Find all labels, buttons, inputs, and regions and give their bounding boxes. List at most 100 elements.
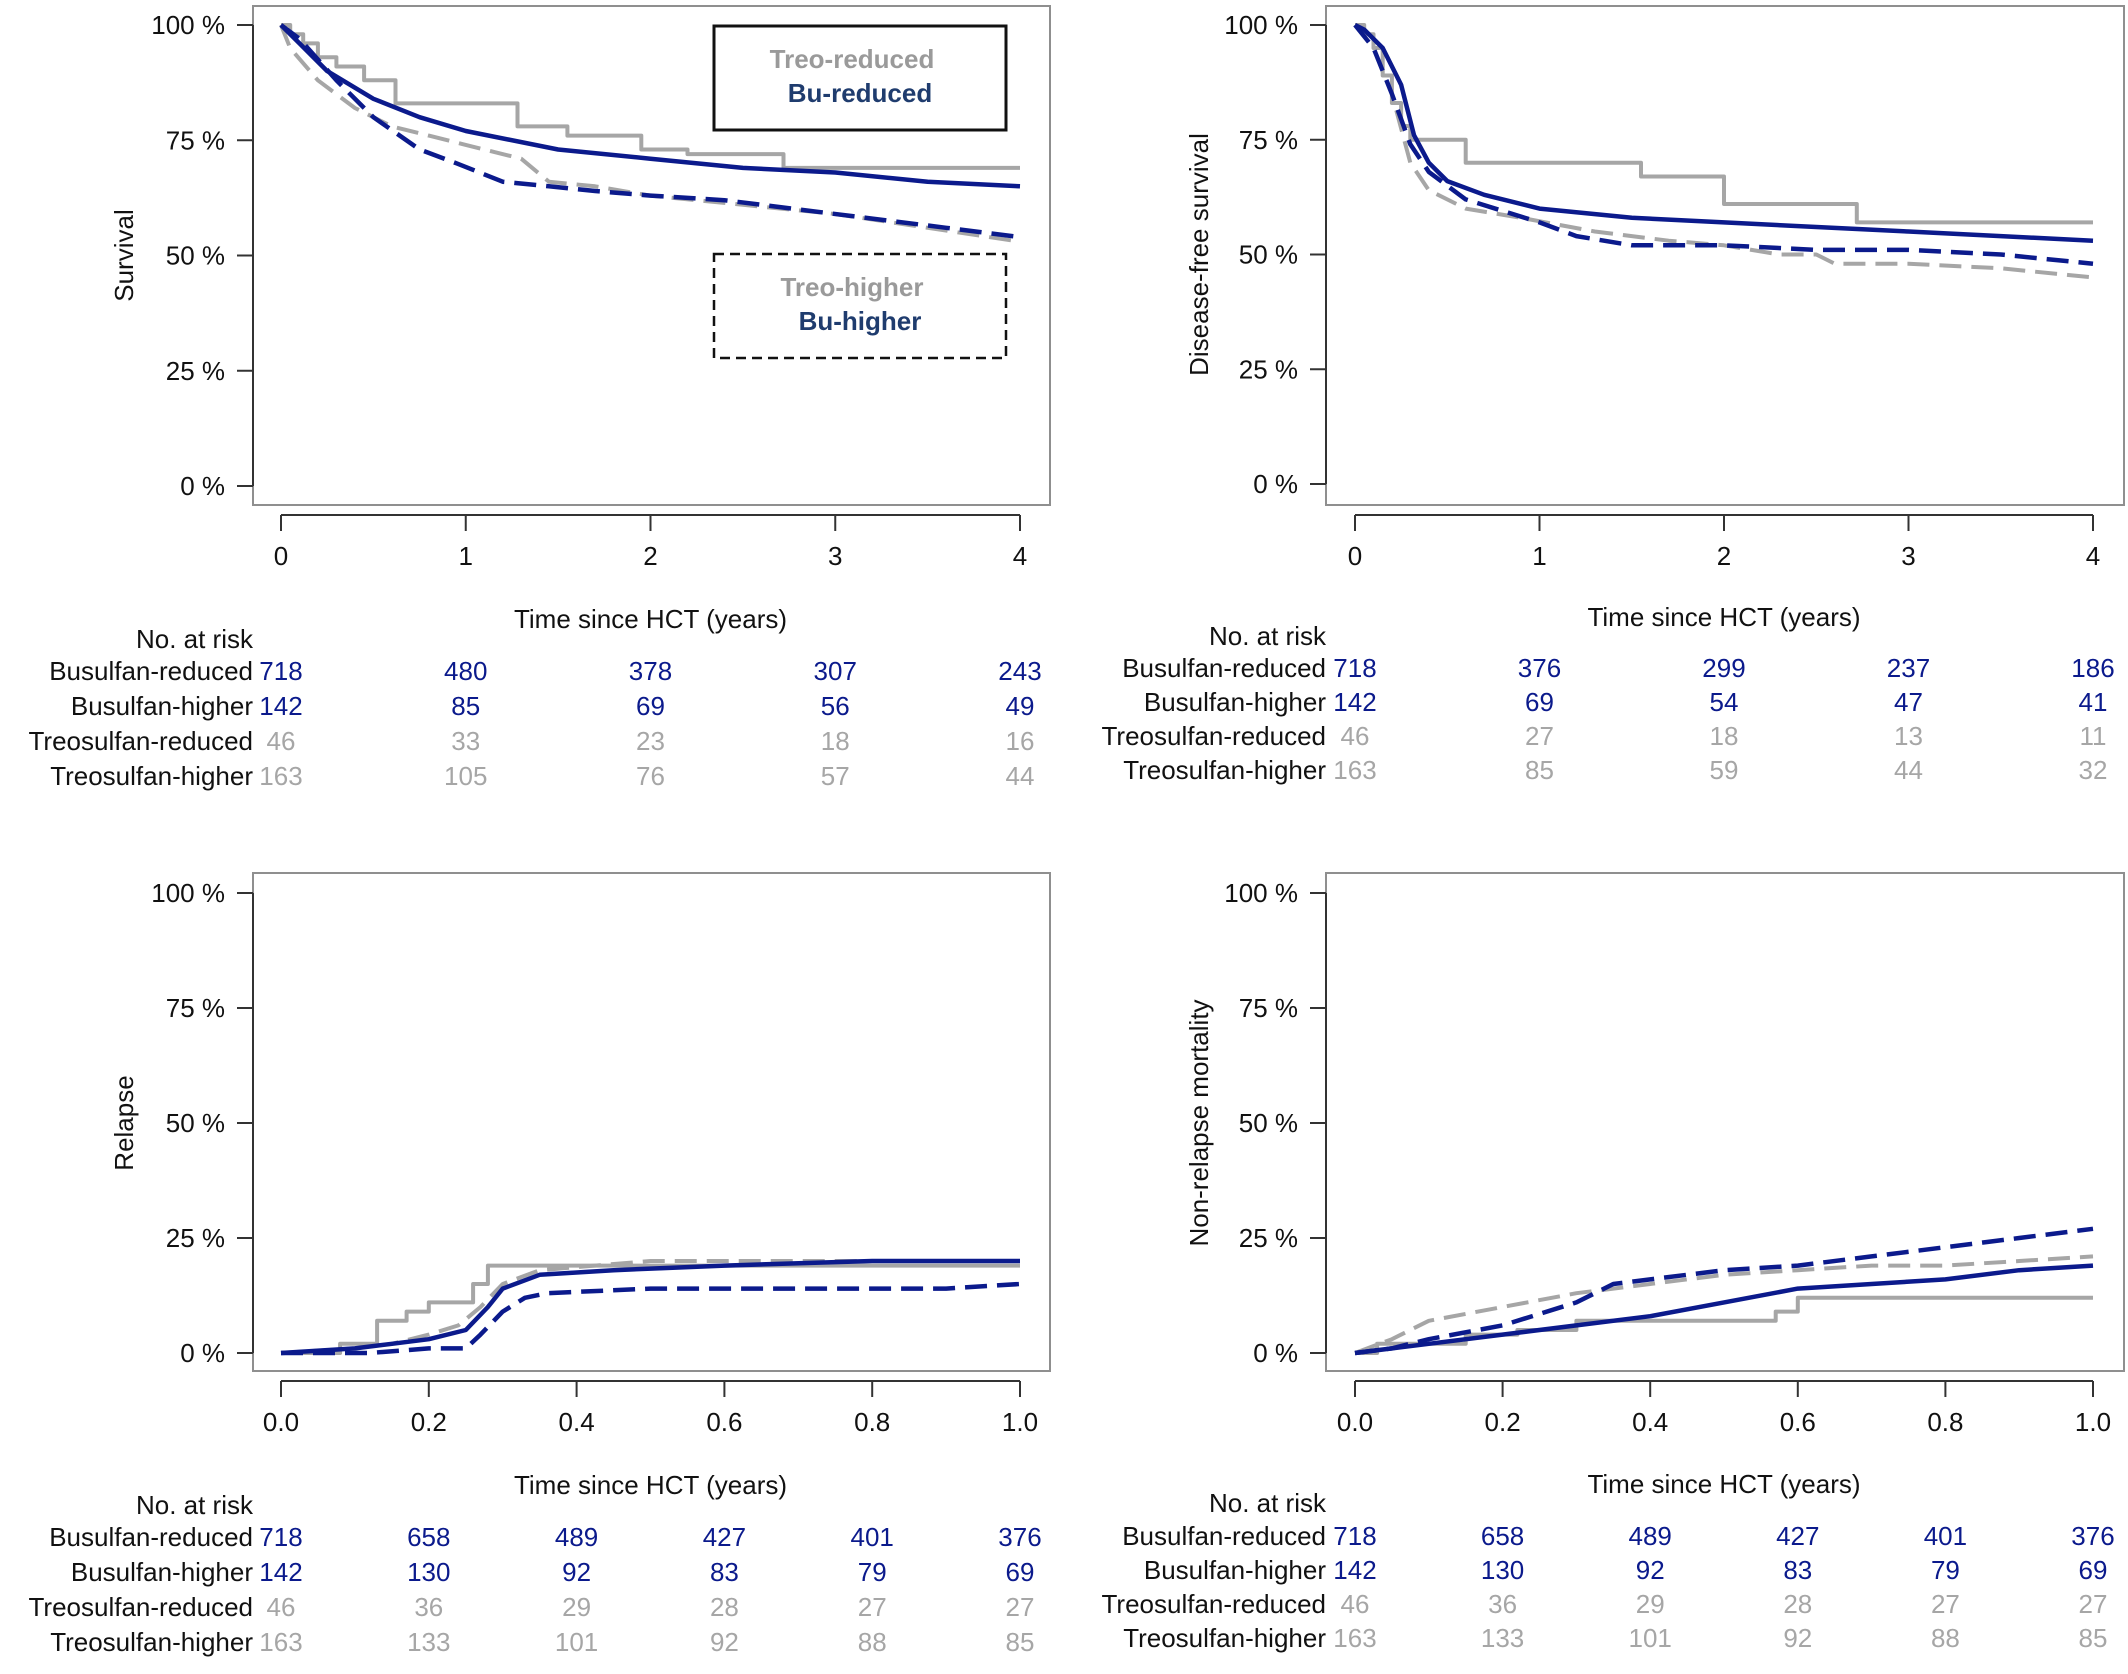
series-line-bu-reduced: [1353, 22, 2094, 243]
x-tick-label: 0.8: [854, 1407, 890, 1437]
at-risk-value: 489: [555, 1522, 598, 1552]
legend-box: [712, 252, 1008, 360]
at-risk-row-label: Busulfan-higher: [71, 1557, 253, 1587]
at-risk-value: 16: [1006, 726, 1035, 756]
at-risk-value: 46: [1341, 721, 1370, 751]
at-risk-row-label: Treosulfan-higher: [50, 761, 253, 791]
at-risk-row-label: Treosulfan-higher: [50, 1627, 253, 1657]
at-risk-value: 28: [710, 1592, 739, 1622]
x-tick-label: 4: [2086, 541, 2100, 571]
at-risk-value: 41: [2079, 687, 2108, 717]
at-risk-value: 79: [858, 1557, 887, 1587]
y-tick-label: 25 %: [1239, 354, 1298, 384]
series-line-bu-higher: [1354, 1226, 2094, 1356]
series-line-bu-reduced: [1354, 1263, 2094, 1356]
at-risk-value: 92: [562, 1557, 591, 1587]
x-tick-label: 0.0: [263, 1407, 299, 1437]
at-risk-row-label: Treosulfan-reduced: [29, 1592, 254, 1622]
at-risk-row-label: Busulfan-reduced: [49, 1522, 253, 1552]
x-tick-label: 0.2: [1485, 1407, 1521, 1437]
x-tick-label: 0.4: [1632, 1407, 1668, 1437]
legend-entry: Bu-reduced: [788, 78, 932, 108]
at-risk-value: 376: [1518, 653, 1561, 683]
y-tick-label: 50 %: [1239, 1108, 1298, 1138]
at-risk-row-label: Busulfan-higher: [1144, 1555, 1326, 1585]
y-tick-label: 25 %: [1239, 1223, 1298, 1253]
y-tick-label: 100 %: [151, 10, 225, 40]
x-axis-title: Time since HCT (years): [1587, 1469, 1860, 1499]
at-risk-value: 76: [636, 761, 665, 791]
plot-frame: [252, 872, 1051, 1372]
legend-2: Treo-higher Bu-higher: [712, 252, 1008, 360]
x-tick-label: 1.0: [2075, 1407, 2111, 1437]
at-risk-title: No. at risk: [1209, 1488, 1327, 1518]
y-tick-label: 100 %: [1224, 878, 1298, 908]
at-risk-value: 163: [259, 1627, 302, 1657]
x-tick-label: 3: [828, 541, 842, 571]
at-risk-value: 85: [1006, 1627, 1035, 1657]
at-risk-value: 33: [451, 726, 480, 756]
at-risk-row-label: Busulfan-reduced: [49, 656, 253, 686]
series-line-bu-reduced: [280, 1258, 1020, 1356]
legend-entry: Treo-higher: [780, 272, 923, 302]
x-tick-label: 2: [1717, 541, 1731, 571]
at-risk-row-label: Busulfan-reduced: [1122, 1521, 1326, 1551]
at-risk-value: 11: [2080, 721, 2107, 751]
y-tick-label: 0 %: [1253, 469, 1298, 499]
y-tick-label: 0 %: [180, 471, 225, 501]
y-tick-label: 75 %: [166, 993, 225, 1023]
at-risk-value: 32: [2079, 755, 2108, 785]
at-risk-value: 36: [414, 1592, 443, 1622]
at-risk-row-label: Busulfan-higher: [1144, 687, 1326, 717]
at-risk-value: 489: [1629, 1521, 1672, 1551]
y-tick-label: 50 %: [166, 1108, 225, 1138]
x-tick-label: 0.2: [411, 1407, 447, 1437]
x-axis-title: Time since HCT (years): [514, 1470, 787, 1500]
at-risk-row-label: Treosulfan-reduced: [1102, 1589, 1327, 1619]
at-risk-value: 49: [1006, 691, 1035, 721]
at-risk-value: 376: [998, 1522, 1041, 1552]
at-risk-value: 29: [1636, 1589, 1665, 1619]
at-risk-row-label: Treosulfan-higher: [1123, 755, 1326, 785]
legend-entry: Bu-higher: [799, 306, 922, 336]
y-axis-title: Relapse: [109, 1075, 139, 1170]
at-risk-value: 27: [858, 1592, 887, 1622]
at-risk-value: 28: [1783, 1589, 1812, 1619]
series-line-treo-higher: [1354, 1254, 2094, 1355]
x-tick-label: 0.8: [1927, 1407, 1963, 1437]
at-risk-value: 88: [858, 1627, 887, 1657]
series-line-treo-higher: [1353, 23, 2094, 280]
legend-box: [712, 24, 1008, 132]
at-risk-row-label: Busulfan-reduced: [1122, 653, 1326, 683]
y-tick-label: 50 %: [1239, 240, 1298, 270]
at-risk-value: 163: [259, 761, 302, 791]
at-risk-value: 69: [2079, 1555, 2108, 1585]
at-risk-value: 85: [2079, 1623, 2108, 1653]
at-risk-value: 718: [259, 656, 302, 686]
at-risk-value: 299: [1702, 653, 1745, 683]
at-risk-value: 427: [703, 1522, 746, 1552]
x-tick-label: 0.6: [706, 1407, 742, 1437]
x-tick-label: 0.6: [1780, 1407, 1816, 1437]
series-line-bu-reduced: [279, 23, 1021, 189]
at-risk-value: 92: [1636, 1555, 1665, 1585]
y-tick-label: 0 %: [180, 1338, 225, 1368]
at-risk-value: 29: [562, 1592, 591, 1622]
x-axis-title: Time since HCT (years): [514, 604, 787, 634]
at-risk-value: 101: [1629, 1623, 1672, 1653]
at-risk-value: 142: [259, 691, 302, 721]
at-risk-value: 69: [636, 691, 665, 721]
at-risk-value: 101: [555, 1627, 598, 1657]
at-risk-value: 163: [1333, 1623, 1376, 1653]
at-risk-value: 92: [710, 1627, 739, 1657]
at-risk-value: 480: [444, 656, 487, 686]
x-tick-label: 2: [643, 541, 657, 571]
at-risk-value: 718: [1333, 653, 1376, 683]
y-tick-label: 25 %: [166, 356, 225, 386]
at-risk-value: 658: [1481, 1521, 1524, 1551]
y-tick-label: 100 %: [151, 878, 225, 908]
